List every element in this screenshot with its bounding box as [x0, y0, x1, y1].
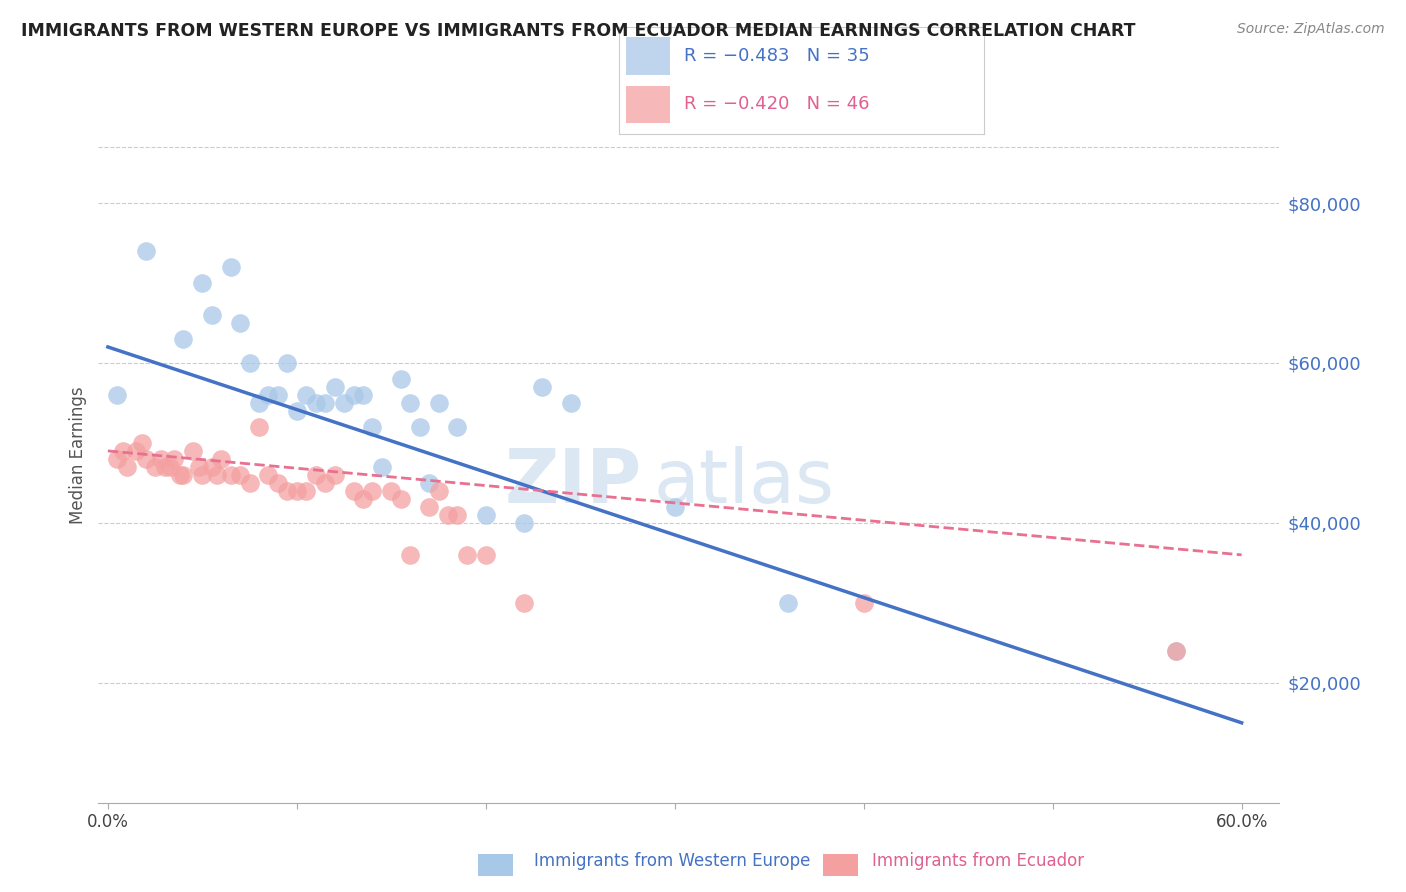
Point: [169, 467, 191, 482]
Point: [276, 356, 298, 370]
Point: [418, 475, 440, 490]
Text: IMMIGRANTS FROM WESTERN EUROPE VS IMMIGRANTS FROM ECUADOR MEDIAN EARNINGS CORREL: IMMIGRANTS FROM WESTERN EUROPE VS IMMIGR…: [21, 22, 1136, 40]
Point: [380, 483, 402, 498]
Text: Immigrants from Western Europe: Immigrants from Western Europe: [534, 852, 811, 870]
Point: [305, 396, 328, 410]
Text: ZIP: ZIP: [505, 446, 641, 519]
Point: [285, 404, 308, 418]
Point: [257, 388, 280, 402]
Point: [389, 372, 412, 386]
Point: [153, 459, 176, 474]
Point: [219, 260, 242, 274]
Point: [229, 467, 252, 482]
Point: [187, 459, 209, 474]
Point: [456, 548, 478, 562]
Point: [427, 396, 450, 410]
Point: [323, 380, 346, 394]
Point: [172, 332, 194, 346]
Point: [163, 451, 186, 466]
Point: [389, 491, 412, 506]
Point: [285, 483, 308, 498]
Point: [135, 451, 157, 466]
Point: [229, 316, 252, 330]
Point: [247, 420, 270, 434]
Y-axis label: Median Earnings: Median Earnings: [69, 386, 87, 524]
Point: [209, 451, 232, 466]
Point: [778, 596, 800, 610]
Point: [115, 459, 138, 474]
Point: [305, 467, 328, 482]
Point: [295, 388, 318, 402]
Point: [342, 483, 364, 498]
Point: [247, 396, 270, 410]
Point: [446, 420, 468, 434]
Point: [512, 596, 534, 610]
Point: [105, 451, 128, 466]
Point: [1164, 644, 1187, 658]
Point: [342, 388, 364, 402]
Point: [219, 467, 242, 482]
Point: [276, 483, 298, 498]
Point: [201, 459, 224, 474]
Bar: [626, 86, 669, 123]
Point: [143, 459, 166, 474]
Point: [352, 388, 374, 402]
Point: [181, 444, 204, 458]
Point: [408, 420, 430, 434]
Point: [852, 596, 875, 610]
Point: [399, 548, 422, 562]
Point: [295, 483, 318, 498]
Point: [361, 483, 384, 498]
Text: Source: ZipAtlas.com: Source: ZipAtlas.com: [1237, 22, 1385, 37]
Point: [560, 396, 582, 410]
Point: [201, 308, 224, 322]
Point: [361, 420, 384, 434]
Text: atlas: atlas: [654, 446, 835, 519]
Point: [239, 475, 262, 490]
Bar: [626, 37, 669, 75]
Point: [267, 388, 290, 402]
Point: [125, 444, 148, 458]
Point: [135, 244, 157, 258]
Point: [267, 475, 290, 490]
Text: R = −0.420   N = 46: R = −0.420 N = 46: [685, 95, 870, 112]
Point: [437, 508, 460, 522]
Point: [531, 380, 554, 394]
Point: [207, 467, 229, 482]
Point: [159, 459, 181, 474]
Point: [352, 491, 374, 506]
Point: [427, 483, 450, 498]
Point: [191, 276, 214, 290]
Point: [131, 436, 153, 450]
Point: [111, 444, 134, 458]
Point: [105, 388, 128, 402]
Point: [257, 467, 280, 482]
Point: [371, 459, 394, 474]
Point: [512, 516, 534, 530]
Text: R = −0.483   N = 35: R = −0.483 N = 35: [685, 46, 870, 64]
Point: [399, 396, 422, 410]
Point: [418, 500, 440, 514]
Point: [239, 356, 262, 370]
Point: [191, 467, 214, 482]
Point: [1164, 644, 1187, 658]
Point: [172, 467, 194, 482]
Point: [149, 451, 172, 466]
Text: Immigrants from Ecuador: Immigrants from Ecuador: [872, 852, 1084, 870]
Point: [323, 467, 346, 482]
Point: [475, 508, 498, 522]
Point: [314, 396, 336, 410]
Point: [664, 500, 686, 514]
Point: [333, 396, 356, 410]
Point: [475, 548, 498, 562]
Point: [314, 475, 336, 490]
Point: [446, 508, 468, 522]
